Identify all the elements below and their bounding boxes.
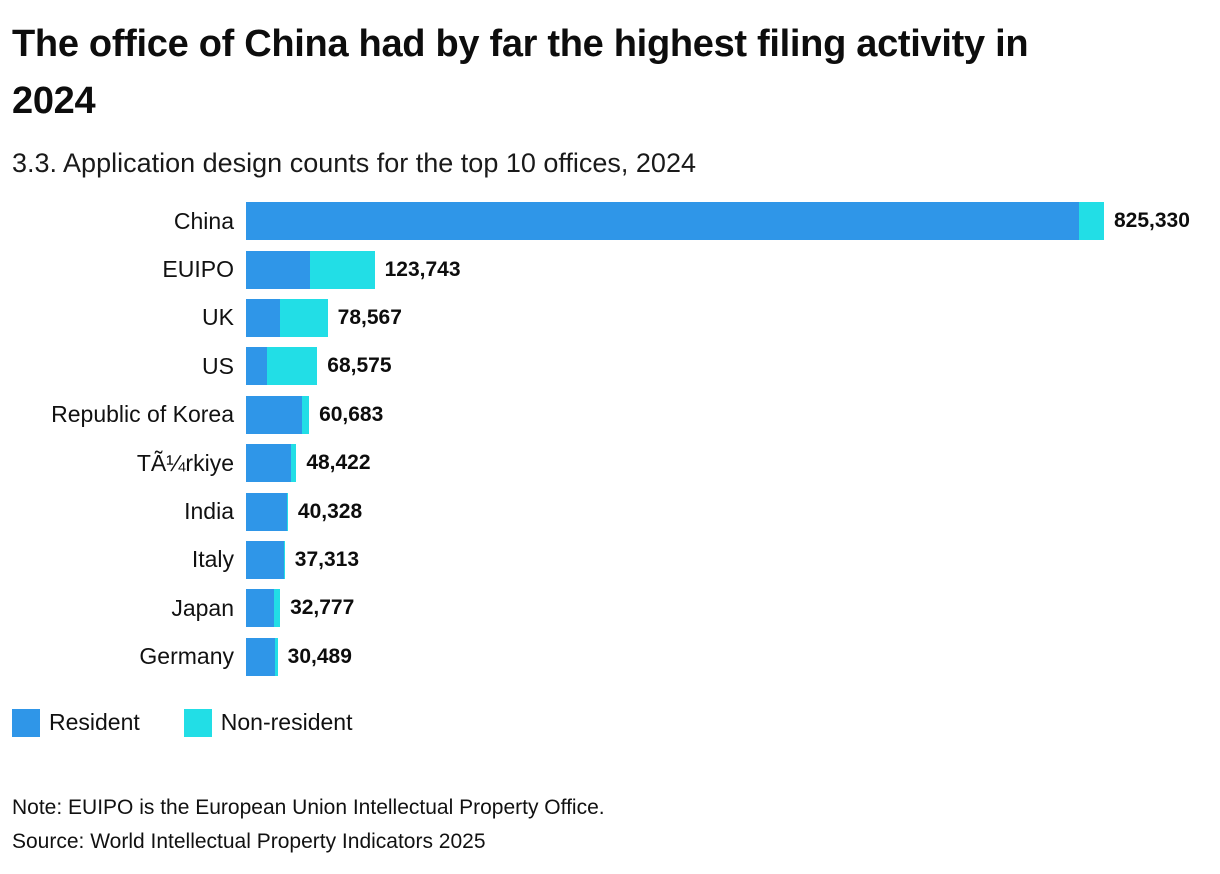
- legend-swatch-non-resident: [183, 708, 212, 737]
- stacked-bar-chart: China 825,330 EUIPO 123,743 UK 78,567 US 68,575…: [12, 197, 1208, 681]
- value-label: 68,575: [327, 354, 392, 378]
- stacked-bar: [246, 589, 281, 628]
- category-label: EUIPO: [162, 256, 234, 283]
- category-label: Republic of Korea: [51, 401, 234, 428]
- bar-row: India 40,328: [12, 487, 1208, 535]
- bar-segment-non-resident: [310, 250, 375, 289]
- category-label: Italy: [191, 546, 234, 573]
- value-label: 40,328: [297, 499, 363, 523]
- bar-row: Japan 32,777: [12, 584, 1208, 632]
- bar-track: 40,328: [246, 492, 1208, 531]
- bar-track: 68,575: [246, 347, 1208, 386]
- bar-segment-resident: [246, 250, 311, 289]
- bar-row: EUIPO 123,743: [12, 245, 1208, 293]
- stacked-bar: [246, 540, 285, 579]
- stacked-bar: [246, 444, 297, 483]
- bar-track: 37,313: [246, 540, 1208, 579]
- stacked-bar: [246, 202, 1104, 241]
- bar-segment-resident: [246, 589, 275, 628]
- bar-track: 825,330: [246, 202, 1208, 241]
- bar-row: China 825,330: [12, 197, 1208, 245]
- legend-item: Non-resident: [183, 708, 353, 737]
- bar-row: Italy 37,313: [12, 536, 1208, 584]
- legend-swatch-resident: [12, 708, 40, 737]
- stacked-bar: [246, 250, 375, 289]
- stacked-bar: [246, 395, 310, 434]
- bar-segment-non-resident: [286, 492, 288, 531]
- bar-row: TÃ¼rkiye 48,422: [12, 439, 1208, 487]
- bar-segment-non-resident: [267, 347, 318, 386]
- stacked-bar: [246, 637, 278, 676]
- bar-segment-non-resident: [275, 637, 278, 676]
- value-label: 37,313: [294, 547, 360, 571]
- category-label: UK: [202, 304, 234, 331]
- bar-segment-resident: [246, 347, 268, 386]
- bar-segment-non-resident: [1078, 202, 1104, 241]
- bar-track: 30,489: [246, 637, 1208, 676]
- bar-track: 123,743: [246, 250, 1208, 289]
- bar-segment-non-resident: [283, 540, 285, 579]
- bar-track: 48,422: [246, 444, 1208, 483]
- legend-label: Resident: [49, 709, 140, 736]
- chart-footer: Note: EUIPO is the European Union Intell…: [12, 791, 1208, 858]
- bar-segment-resident: [246, 202, 1079, 241]
- bar-segment-resident: [246, 444, 291, 483]
- stacked-bar: [246, 492, 288, 531]
- stacked-bar: [246, 298, 328, 337]
- category-label: Germany: [139, 643, 234, 670]
- stacked-bar: [246, 347, 318, 386]
- legend: Resident Non-resident: [12, 708, 1208, 737]
- category-label: TÃ¼rkiye: [136, 449, 234, 476]
- value-label: 32,777: [290, 596, 355, 620]
- chart-note: Note: EUIPO is the European Union Intell…: [12, 795, 605, 819]
- legend-item: Resident: [12, 708, 140, 737]
- bar-segment-non-resident: [274, 589, 281, 628]
- bar-segment-resident: [246, 395, 303, 434]
- value-label: 48,422: [306, 451, 371, 475]
- bar-track: 60,683: [246, 395, 1208, 434]
- category-label: China: [173, 207, 234, 234]
- value-label: 78,567: [337, 305, 402, 329]
- value-label: 60,683: [319, 402, 384, 426]
- bar-track: 78,567: [246, 298, 1208, 337]
- bar-row: Germany 30,489: [12, 633, 1208, 681]
- bar-track: 32,777: [246, 589, 1208, 628]
- bar-segment-resident: [246, 637, 276, 676]
- value-label: 30,489: [287, 644, 352, 668]
- chart-title: The office of China had by far the highe…: [12, 23, 1029, 122]
- chart-source: Source: World Intellectual Property Indi…: [12, 829, 486, 853]
- bar-segment-resident: [246, 540, 284, 579]
- bar-segment-non-resident: [279, 298, 328, 337]
- value-label: 825,330: [1113, 209, 1190, 233]
- category-label: Japan: [171, 594, 234, 621]
- category-label: India: [184, 498, 234, 525]
- bar-row: Republic of Korea 60,683: [12, 391, 1208, 439]
- value-label: 123,743: [384, 257, 461, 281]
- bar-segment-non-resident: [302, 395, 310, 434]
- bar-row: US 68,575: [12, 342, 1208, 390]
- category-label: US: [202, 352, 234, 379]
- legend-label: Non-resident: [220, 709, 353, 736]
- bar-segment-resident: [246, 492, 287, 531]
- bar-segment-non-resident: [290, 444, 297, 483]
- chart-subtitle: 3.3. Application design counts for the t…: [12, 148, 696, 178]
- bar-row: UK 78,567: [12, 294, 1208, 342]
- bar-segment-resident: [246, 298, 280, 337]
